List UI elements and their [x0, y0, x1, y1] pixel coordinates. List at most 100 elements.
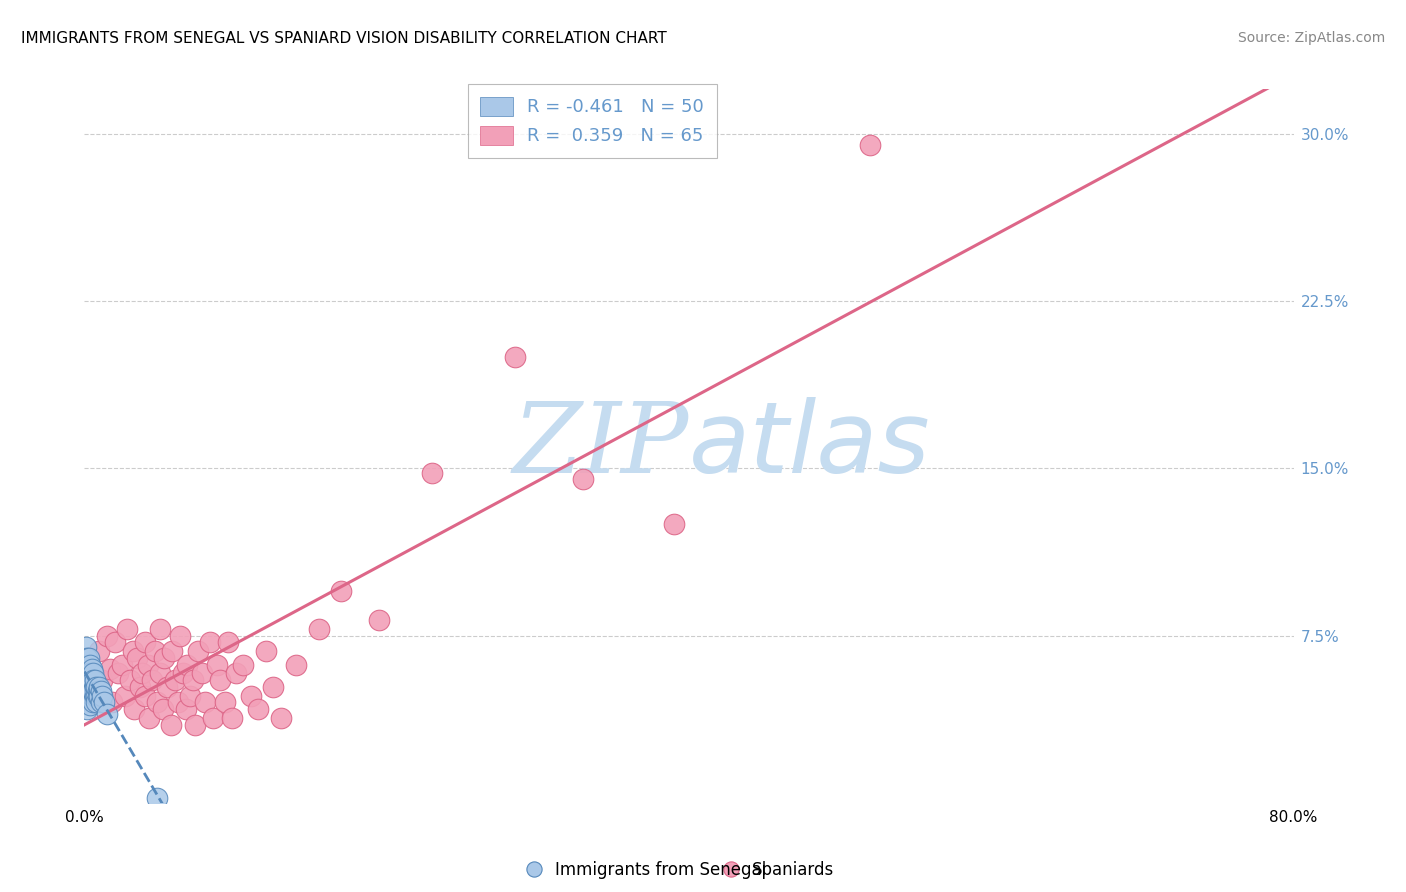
- Point: [122, 702, 145, 716]
- Point: [76, 689, 98, 703]
- Point: [104, 635, 127, 649]
- Point: [232, 657, 254, 672]
- Point: [91, 673, 114, 687]
- Point: [75, 657, 97, 672]
- Point: [90, 684, 112, 698]
- Point: [165, 673, 187, 687]
- Point: [187, 644, 209, 658]
- Point: [194, 696, 217, 710]
- Point: [76, 651, 98, 665]
- Point: [107, 666, 129, 681]
- Point: [87, 689, 110, 703]
- Point: [86, 696, 108, 710]
- Point: [131, 666, 153, 681]
- Point: [145, 644, 167, 658]
- Point: [720, 862, 742, 876]
- Point: [75, 666, 97, 681]
- Point: [82, 666, 104, 681]
- Point: [262, 680, 284, 694]
- Text: Spaniards: Spaniards: [752, 861, 834, 879]
- Point: [156, 680, 179, 694]
- Point: [167, 696, 190, 710]
- Point: [75, 651, 97, 665]
- Point: [308, 622, 330, 636]
- Point: [75, 696, 97, 710]
- Point: [285, 657, 308, 672]
- Point: [859, 137, 882, 152]
- Point: [86, 680, 108, 694]
- Point: [503, 350, 526, 364]
- Point: [247, 702, 270, 716]
- Point: [129, 680, 152, 694]
- Point: [82, 696, 104, 710]
- Point: [76, 680, 98, 694]
- Point: [77, 689, 100, 703]
- Point: [76, 666, 98, 681]
- Point: [86, 689, 108, 703]
- Point: [201, 711, 224, 725]
- Point: [254, 644, 277, 658]
- Point: [134, 689, 156, 703]
- Point: [89, 689, 111, 703]
- Point: [217, 635, 239, 649]
- Point: [270, 711, 292, 725]
- Point: [76, 657, 98, 672]
- Point: [523, 862, 546, 876]
- Point: [96, 706, 118, 721]
- Point: [96, 628, 118, 642]
- Point: [77, 666, 100, 681]
- Point: [77, 662, 100, 676]
- Point: [183, 717, 205, 731]
- Point: [111, 657, 134, 672]
- Point: [179, 689, 201, 703]
- Point: [84, 673, 107, 687]
- Point: [98, 662, 121, 676]
- Point: [93, 696, 115, 710]
- Point: [169, 628, 191, 642]
- Point: [76, 673, 98, 687]
- Point: [174, 702, 197, 716]
- Point: [75, 662, 97, 676]
- Point: [82, 684, 104, 698]
- Point: [136, 657, 159, 672]
- Point: [149, 666, 172, 681]
- Point: [89, 644, 111, 658]
- Point: [80, 680, 103, 694]
- Text: ZIP: ZIP: [513, 399, 689, 493]
- Point: [127, 651, 149, 665]
- Legend: R = -0.461   N = 50, R =  0.359   N = 65: R = -0.461 N = 50, R = 0.359 N = 65: [468, 84, 717, 158]
- Point: [84, 689, 107, 703]
- Point: [662, 516, 685, 531]
- Point: [152, 702, 174, 716]
- Point: [159, 717, 181, 731]
- Point: [115, 622, 138, 636]
- Point: [330, 583, 353, 598]
- Text: Immigrants from Senegal: Immigrants from Senegal: [555, 861, 766, 879]
- Point: [75, 673, 97, 687]
- Point: [134, 635, 156, 649]
- Point: [79, 657, 101, 672]
- Point: [146, 696, 169, 710]
- Point: [138, 711, 160, 725]
- Point: [75, 684, 97, 698]
- Point: [87, 684, 110, 698]
- Point: [176, 657, 198, 672]
- Point: [77, 651, 100, 665]
- Point: [209, 673, 232, 687]
- Point: [160, 644, 183, 658]
- Point: [153, 651, 176, 665]
- Point: [214, 696, 236, 710]
- Point: [368, 613, 391, 627]
- Point: [172, 666, 194, 681]
- Point: [118, 673, 141, 687]
- Point: [80, 689, 103, 703]
- Point: [572, 473, 595, 487]
- Point: [89, 680, 111, 694]
- Point: [79, 698, 101, 712]
- Point: [420, 466, 443, 480]
- Text: atlas: atlas: [689, 398, 931, 494]
- Point: [82, 673, 104, 687]
- Point: [77, 673, 100, 687]
- Point: [77, 680, 100, 694]
- Point: [221, 711, 243, 725]
